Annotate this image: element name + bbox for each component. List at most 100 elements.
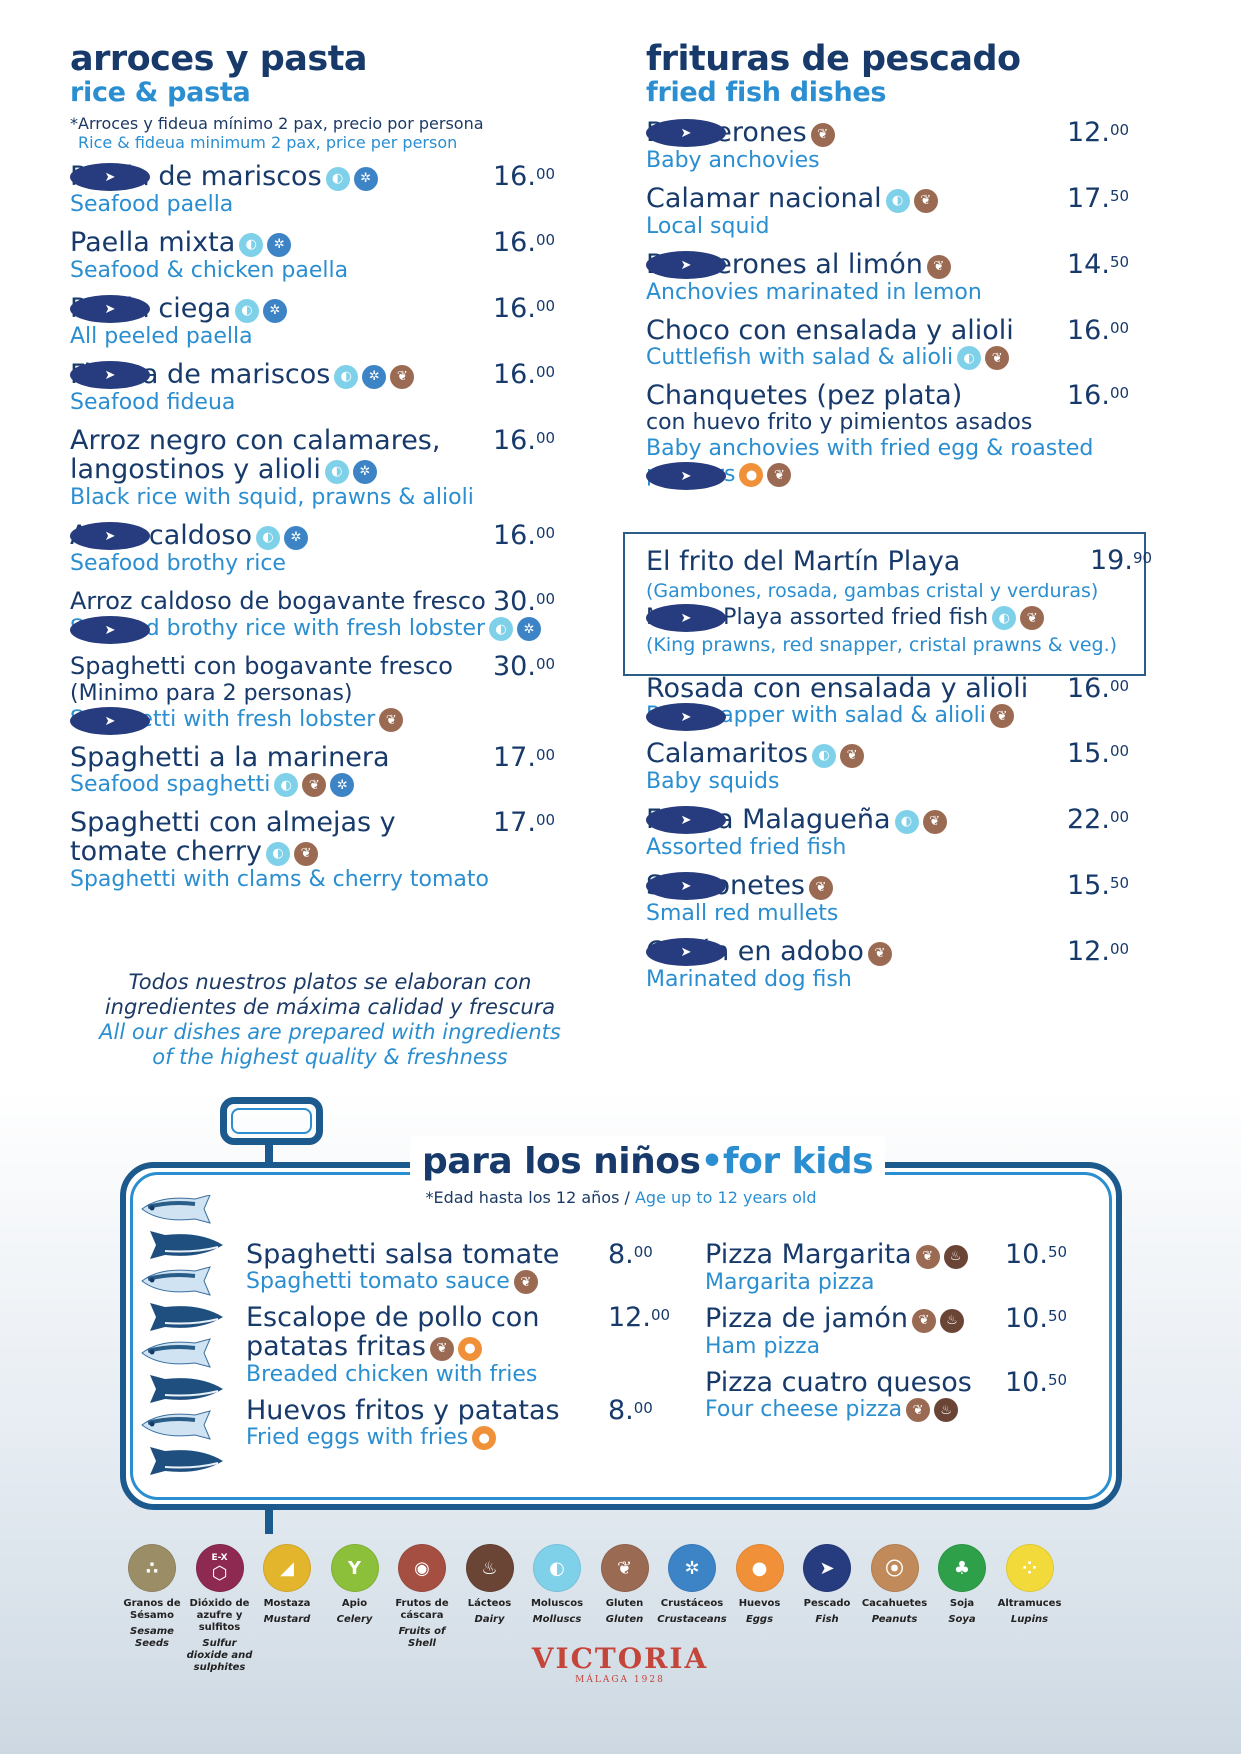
quality-es-line-1: Todos nuestros platos se elaboran con [128,970,532,994]
item-name-en-line-2: peppers●➤❦ [646,462,1166,490]
menu-item: Arroz negro con calamares, langostinos y … [70,426,590,511]
price-dec: 00 [633,1399,653,1417]
price-int: 12. [608,1302,651,1333]
brand-logo: VICTORIA MÁLAGA 1928 [470,1644,770,1686]
price-int: 16. [1067,380,1110,411]
kids-age-note: *Edad hasta los 12 años / Age up to 12 y… [120,1188,1122,1207]
price-dec: 00 [1109,940,1130,958]
item-name: Paella mixta ◐ ✲ [70,228,590,258]
price-dec: 50 [1047,1307,1068,1325]
menu-item: Paella ciega ◐ ✲ ➤ All peeled paella 16.00 [70,294,590,350]
molluscs-icon: ◐ [812,743,837,768]
gluten-icon: ❦ [809,875,833,900]
molluscs-icon: ◐ [334,364,359,389]
item-name-en: Seafood brothy rice with fresh lobster ◐ ➤… [70,616,590,644]
item-name-text: Choco con ensalada y alioli [646,315,1014,346]
molluscs-icon: ◐ [533,1544,581,1592]
item-name: Calamar nacional ◐ ❦ [646,184,1166,214]
allergen-name-es: Apio [341,1598,368,1609]
fish-icon: ➤ [70,295,150,323]
item-name: Paella de mariscos ◐ ✲ ➤ [70,162,590,192]
item-name: Boquerones al limón ➤ ❦ [646,250,1166,280]
featured-price: 19.90 [1090,546,1152,575]
price-int: 10. [1005,1303,1048,1334]
item-subtitle-es: (Minimo para 2 personas) [70,681,353,706]
menu-item: Rosada con ensalada y alioli Red snapper … [646,674,1166,731]
dairy-icon: ♨ [943,1244,968,1269]
item-price: 17.50 [1067,184,1129,213]
sesame-icon: ∴ [128,1544,176,1592]
item-price: 16.00 [1067,674,1129,703]
item-name-en-text: Seafood spaghetti [70,772,271,797]
dairy-icon: ♨ [934,1398,959,1422]
item-price: 10.50 [1005,1368,1067,1397]
allergen-icons: ➤ ❦ [646,938,896,967]
featured-sub-en: (King prawns, red snapper, cristal prawn… [646,634,1118,656]
allergen-name-en: Celery [336,1614,373,1625]
item-name: Huevos fritos y patatas [246,1396,666,1425]
price-dec: 00 [1109,319,1130,337]
nuts-icon: ◉ [398,1544,446,1592]
allergen-legend-item: ➤ Pescado Fish [791,1544,863,1626]
price-int: 16. [1067,315,1110,346]
item-name-text-2: tomate cherry [70,836,263,867]
item-price: 16.00 [493,360,555,389]
price-int: 16. [493,293,536,324]
item-name-en: Ham pizza [705,1334,1105,1360]
item-name-en: Breaded chicken with fries [246,1362,666,1388]
fish-icon: ➤ [646,251,726,279]
crustaceans-icon: ✲ [517,617,542,641]
price-dec: 00 [650,1306,671,1324]
item-name-text: Arroz negro con calamares, [70,425,441,456]
fish-icon: ➤ [70,616,150,644]
price-int: 17. [493,807,536,838]
item-name-en-text: Small red mullets [646,901,839,926]
molluscs-icon: ◐ [885,188,910,213]
menu-item: Pizza cuatro quesos Four cheese pizza ❦ ♨ 10… [705,1368,1105,1423]
item-price: 12.00 [608,1303,670,1332]
allergen-name-es: Moluscos [530,1598,584,1609]
molluscs-icon: ◐ [957,346,982,370]
allergen-legend-item: ♨ Lácteos Dairy [454,1544,526,1626]
item-name-text: Huevos fritos y patatas [246,1395,560,1426]
item-name-text: Paella mixta [70,227,236,258]
item-name: Spaghetti salsa tomate [246,1240,666,1269]
allergen-icons: ❦ ● [429,1333,486,1362]
price-dec: 00 [535,746,556,764]
kids-title-es: para los niños [422,1141,701,1182]
price-dec: 00 [1109,384,1130,402]
menu-item: Cazón en adobo ➤ ❦ Marinated dog fish 12.00 [646,937,1166,993]
item-name-en: Seafood fideua [70,390,590,416]
item-name-text: Spaghetti a la marinera [70,742,390,773]
price-int: 30. [493,586,536,617]
gluten-icon: ❦ [429,1336,454,1361]
allergen-icons: ◐ ❦ [885,185,942,214]
price-int: 16. [493,227,536,258]
allergen-icons: ❦ ♨ [906,1397,962,1423]
item-name-en-text: Anchovies marinated in lemon [646,280,982,305]
kids-note-en: Age up to 12 years old [634,1188,817,1207]
item-name-en-text: Baby anchovies [646,148,820,173]
item-price: 30.00 [493,652,555,681]
item-name-en-text: Four cheese pizza [705,1397,903,1422]
minimum-note: *Arroces y fideua mínimo 2 pax, precio p… [70,114,484,133]
featured-sub-es: (Gambones, rosada, gambas cristal y verd… [646,580,1099,602]
kids-menu-left: Spaghetti salsa tomate Spaghetti tomato s… [246,1232,670,1451]
fish-icon: ➤ [646,872,726,900]
allergen-name-en: Crustaceans [657,1614,727,1625]
allergen-name-es: Crustáceos [660,1598,724,1609]
price-dec: 00 [535,231,556,249]
molluscs-icon: ◐ [239,232,264,257]
item-price: 12.00 [1067,937,1129,966]
menu-item: Fideua de mariscos ◐ ✲ ➤ ❦ Seafood fideua 16.0… [70,360,590,416]
item-name-en: Baby anchovies with fried egg & roasted [646,436,1166,462]
gluten-icon: ❦ [294,841,319,866]
gluten-icon: ❦ [767,463,792,487]
menu-item: Paella mixta ◐ ✲ Seafood & chicken paella 16… [70,228,590,284]
item-price: 16.00 [493,162,555,191]
menu-list: Rosada con ensalada y alioli Red snapper … [646,674,1166,993]
allergen-icons: ➤ ❦ [646,251,955,280]
item-price: 10.50 [1005,1240,1067,1269]
price-int: 16. [1067,673,1110,704]
item-name-line-2: tomate cherry ◐ ❦ [70,837,590,867]
